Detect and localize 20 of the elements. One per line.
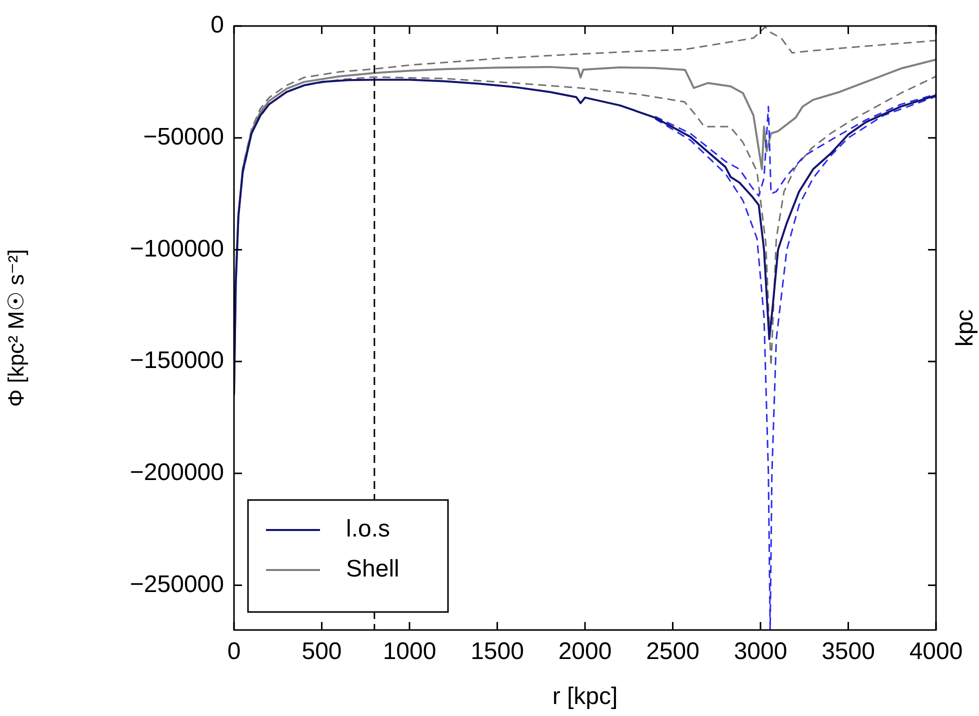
y-tick-label: −100000: [130, 235, 224, 262]
x-tick-label: 2000: [558, 638, 612, 666]
x-axis-title: r [kpc]: [552, 683, 618, 710]
y-axis-title: Φ [kpc² M☉ s⁻²]: [3, 249, 28, 407]
y-tick-label: −200000: [130, 459, 224, 486]
x-tick-label: 1000: [382, 638, 436, 666]
x-tick-label: 3500: [822, 638, 875, 666]
x-tick-label: 4000: [909, 638, 963, 666]
x-tick-label: 3000: [734, 638, 788, 666]
x-tick-label: 0: [227, 638, 241, 666]
x-tick-label: 500: [302, 638, 342, 666]
x-tick-label: 1500: [470, 638, 524, 666]
y-tick-label: 0: [210, 12, 224, 39]
text: kpc: [952, 309, 979, 347]
x-tick-label: 2500: [646, 638, 700, 666]
y-tick-label: −50000: [143, 123, 224, 150]
y-tick-label: −150000: [130, 347, 224, 374]
y-tick-label: −250000: [130, 570, 224, 598]
legend-label: l.o.s: [346, 516, 390, 543]
legend-label: Shell: [346, 556, 400, 583]
